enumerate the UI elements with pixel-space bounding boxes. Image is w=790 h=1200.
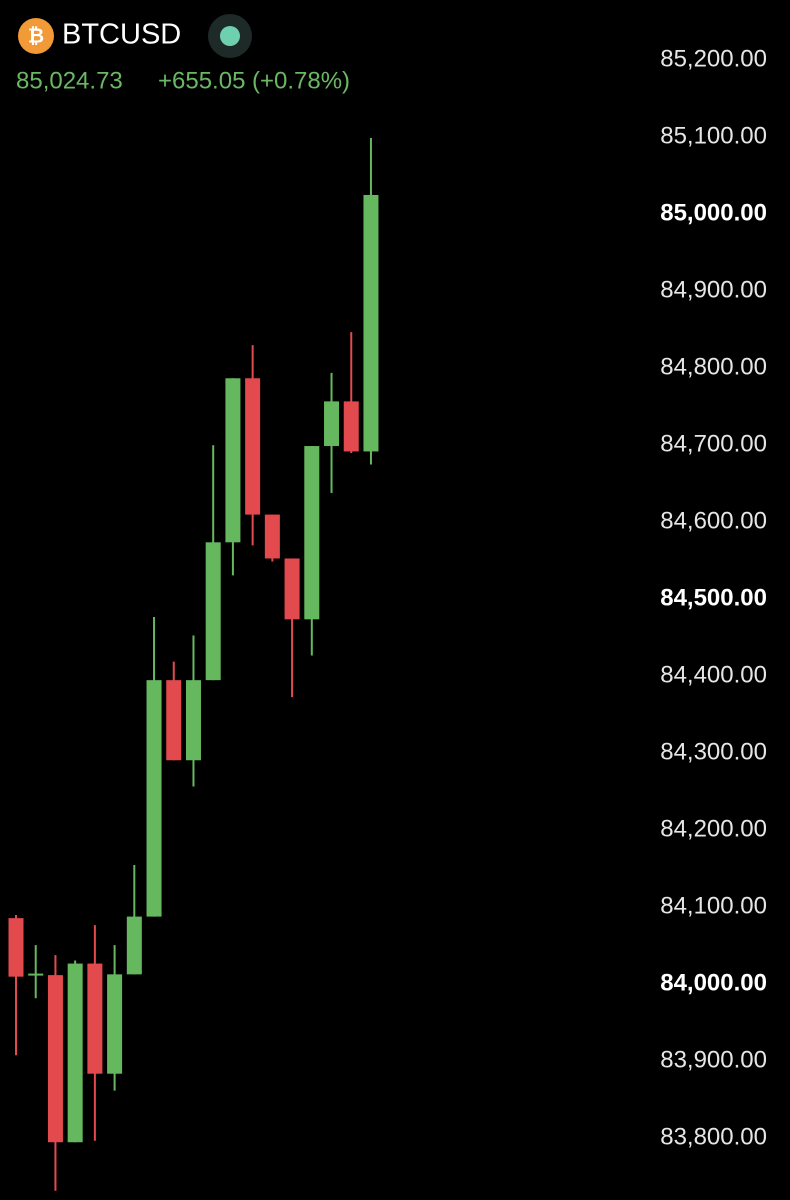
candle-body — [205, 542, 221, 681]
candle-body — [284, 558, 300, 620]
change: +655.05 — [158, 67, 245, 94]
status-dot — [220, 26, 240, 46]
coin-symbol: ₿ — [28, 25, 44, 47]
candle-body — [363, 194, 379, 452]
y-tick-label: 85,100.00 — [660, 123, 767, 150]
candle-body — [107, 974, 123, 1074]
candle-body — [324, 401, 340, 447]
y-tick-label: 85,200.00 — [660, 46, 767, 73]
candle-body — [126, 916, 142, 975]
candle-body — [343, 401, 359, 452]
y-tick-label: 83,800.00 — [660, 1124, 767, 1151]
candle-body — [264, 514, 280, 559]
candle-body — [67, 963, 83, 1143]
candle-body — [87, 963, 103, 1074]
candle-body — [245, 378, 261, 515]
y-tick-label: 84,200.00 — [660, 816, 767, 843]
candle-body — [28, 973, 44, 976]
price: 85,024.73 — [16, 67, 123, 94]
candle-body — [225, 378, 241, 543]
candle-body — [47, 975, 63, 1143]
y-tick-label: 84,000.00 — [660, 970, 767, 997]
coin-icon — [18, 18, 54, 54]
y-tick-label: 83,900.00 — [660, 1047, 767, 1074]
change-pct: (+0.78%) — [252, 67, 350, 94]
candle-body — [185, 680, 201, 761]
y-tick-label: 84,400.00 — [660, 662, 767, 689]
y-tick-label: 84,700.00 — [660, 431, 767, 458]
y-tick-label: 84,900.00 — [660, 277, 767, 304]
y-tick-label: 84,300.00 — [660, 739, 767, 766]
candle-body — [166, 680, 182, 761]
y-tick-label: 84,100.00 — [660, 893, 767, 920]
y-tick-label: 84,600.00 — [660, 508, 767, 535]
y-tick-label: 85,000.00 — [660, 200, 767, 227]
candle-body — [146, 680, 162, 917]
chart-title: BTCUSD — [62, 19, 181, 51]
y-tick-label: 84,500.00 — [660, 585, 767, 612]
y-tick-label: 84,800.00 — [660, 354, 767, 381]
candle-body — [8, 918, 24, 977]
candle-body — [304, 446, 320, 620]
